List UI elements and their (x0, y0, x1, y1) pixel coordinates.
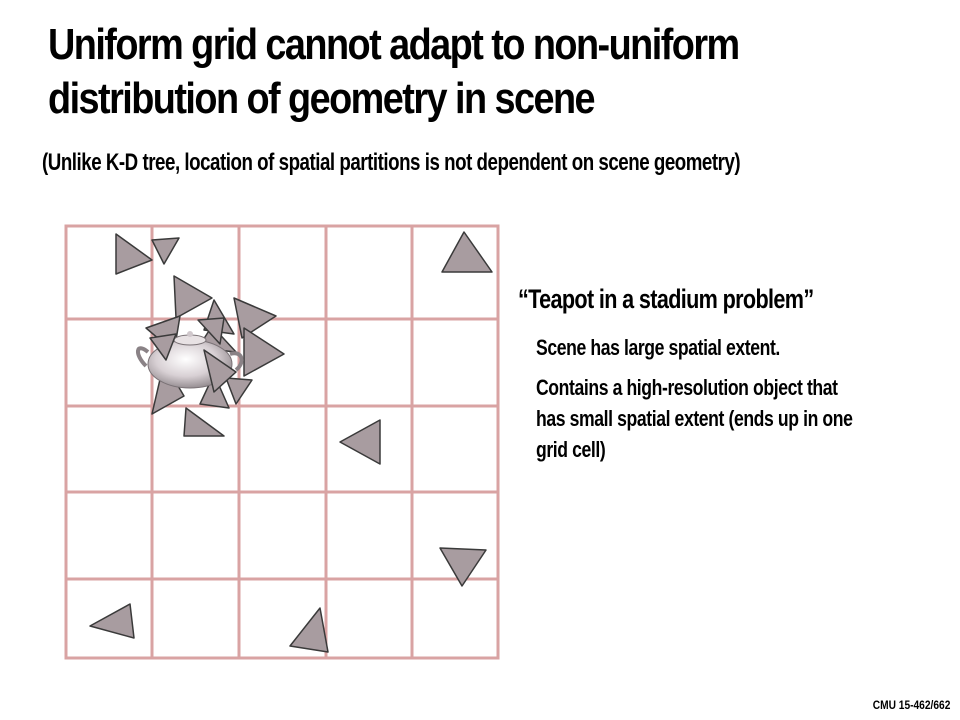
bullet-line: has small spatial extent (ends up in one (536, 406, 853, 431)
bullet-line: Contains a high-resolution object that (536, 375, 838, 400)
callout-heading: “Teapot in a stadium problem” (518, 284, 814, 314)
slide-title: Uniform grid cannot adapt to non-uniform… (48, 18, 805, 126)
triangle (289, 607, 329, 653)
triangle (203, 349, 237, 393)
triangle (243, 327, 285, 377)
slide-subtitle: (Unlike K-D tree, location of spatial pa… (42, 149, 741, 176)
bullet-line: grid cell) (536, 437, 606, 462)
slide-title-line-1: Uniform grid cannot adapt to non-uniform (48, 20, 740, 69)
triangle (225, 377, 253, 405)
triangle (441, 231, 493, 273)
course-footer: CMU 15-462/662 (872, 698, 950, 712)
bullet-high-res-object: Contains a high-resolution object that h… (536, 372, 853, 465)
scene-triangles (89, 231, 493, 653)
triangle (233, 297, 277, 339)
slide-title-line-2: distribution of geometry in scene (48, 74, 596, 123)
triangle (89, 603, 135, 639)
triangle (149, 333, 177, 361)
triangle (339, 419, 381, 465)
triangle (115, 233, 153, 275)
triangle (197, 317, 225, 345)
triangle (183, 407, 225, 437)
uniform-grid-figure (64, 224, 500, 660)
grid-lines (64, 224, 500, 660)
bullet-line: Scene has large spatial extent. (536, 335, 780, 360)
triangle (173, 275, 213, 319)
bullet-scene-extent: Scene has large spatial extent. (536, 332, 780, 363)
triangle (439, 547, 487, 587)
triangle (151, 237, 180, 265)
